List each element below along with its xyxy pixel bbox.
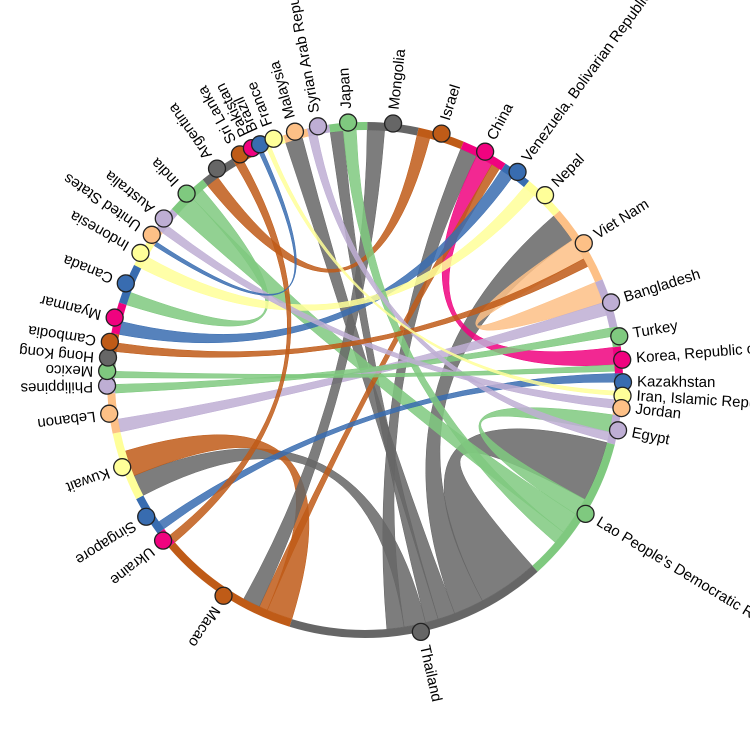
node-label: Japan xyxy=(336,67,356,109)
node-marker xyxy=(116,274,135,293)
node-marker xyxy=(105,308,124,327)
node-marker xyxy=(383,114,403,133)
node-marker xyxy=(100,404,119,423)
node-label: India xyxy=(147,154,182,190)
node-marker xyxy=(475,142,495,161)
node-arc xyxy=(289,565,538,638)
node-marker xyxy=(432,124,451,143)
node-marker xyxy=(338,113,358,132)
node-marker xyxy=(113,458,132,477)
node-label: Lebanon xyxy=(36,408,96,432)
node-label: Bangladesh xyxy=(622,266,703,306)
node-marker xyxy=(535,186,555,205)
node-arc xyxy=(168,542,292,627)
node-label: Mongolia xyxy=(386,47,410,110)
node-marker xyxy=(508,162,527,182)
node-marker xyxy=(137,507,156,526)
node-marker xyxy=(177,184,196,203)
chord xyxy=(342,129,564,543)
node-marker xyxy=(601,293,621,312)
chord xyxy=(329,130,439,623)
node-label: Canada xyxy=(60,251,116,287)
node-label: Lao People's Democratic Republic xyxy=(593,513,750,646)
node-label: Kuwait xyxy=(63,464,112,495)
node-marker xyxy=(264,129,283,148)
node-label: Hong Kong xyxy=(18,342,94,365)
node-marker xyxy=(131,243,150,263)
node-label: Thailand xyxy=(416,644,445,704)
node-label: Turkey xyxy=(632,317,680,342)
node-label: Nepal xyxy=(548,151,588,191)
node-label: China xyxy=(484,100,518,143)
node-label: Ukraine xyxy=(107,543,158,588)
node-label: Philippines xyxy=(20,378,93,397)
node-marker xyxy=(613,350,632,369)
node-marker xyxy=(214,586,233,605)
node-label: Viet Nam xyxy=(591,196,652,243)
node-arc xyxy=(532,442,615,572)
node-marker xyxy=(98,348,118,367)
node-marker xyxy=(610,327,629,346)
node-label: Myanmar xyxy=(38,291,103,323)
node-marker xyxy=(142,225,161,244)
node-label: Venezuela, Bolivarian Republic of xyxy=(519,0,665,165)
node-label: Kazakhstan xyxy=(637,373,716,391)
node-label: Jordan xyxy=(635,401,682,423)
node-marker xyxy=(100,332,119,352)
node-marker xyxy=(153,531,173,550)
chord xyxy=(478,407,613,515)
node-label: Macao xyxy=(185,603,224,650)
node-marker xyxy=(308,117,328,136)
node-marker xyxy=(608,421,628,440)
node-marker xyxy=(285,122,305,141)
node-marker xyxy=(576,504,595,523)
node-marker xyxy=(612,398,631,418)
node-label: Egypt xyxy=(630,424,672,448)
node-label: Mexico xyxy=(45,361,93,380)
node-marker xyxy=(574,234,593,253)
node-marker xyxy=(207,159,227,178)
node-marker xyxy=(411,622,430,642)
node-label: Israel xyxy=(437,83,464,123)
node-label: Korea, Republic of xyxy=(635,340,750,367)
node-marker xyxy=(154,209,173,228)
chords xyxy=(114,129,616,630)
chord xyxy=(168,161,292,543)
